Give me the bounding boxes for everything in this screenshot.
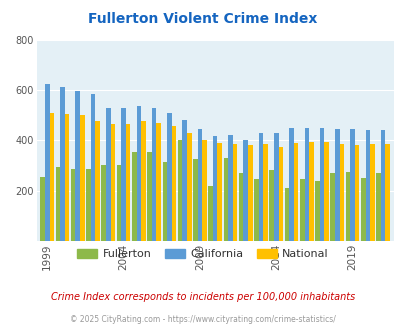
- Bar: [360, 178, 364, 241]
- Bar: [364, 130, 369, 241]
- Bar: [71, 169, 75, 241]
- Bar: [197, 129, 202, 241]
- Bar: [186, 133, 191, 241]
- Bar: [141, 121, 145, 241]
- Bar: [60, 87, 65, 241]
- Bar: [65, 114, 69, 241]
- Bar: [110, 124, 115, 241]
- Bar: [217, 143, 222, 241]
- Bar: [273, 133, 278, 241]
- Bar: [45, 84, 49, 241]
- Bar: [212, 137, 217, 241]
- Bar: [49, 113, 54, 241]
- Bar: [319, 128, 324, 241]
- Bar: [202, 140, 206, 241]
- Bar: [247, 145, 252, 241]
- Bar: [369, 144, 374, 241]
- Bar: [278, 147, 282, 241]
- Bar: [177, 140, 182, 241]
- Bar: [106, 108, 110, 241]
- Bar: [380, 130, 384, 241]
- Bar: [228, 135, 232, 241]
- Bar: [299, 179, 304, 241]
- Bar: [232, 144, 237, 241]
- Bar: [330, 173, 334, 241]
- Bar: [354, 145, 358, 241]
- Bar: [304, 128, 308, 241]
- Bar: [308, 142, 313, 241]
- Bar: [262, 144, 267, 241]
- Bar: [324, 142, 328, 241]
- Bar: [339, 144, 343, 241]
- Text: © 2025 CityRating.com - https://www.cityrating.com/crime-statistics/: © 2025 CityRating.com - https://www.city…: [70, 315, 335, 324]
- Bar: [384, 144, 389, 241]
- Bar: [288, 128, 293, 241]
- Bar: [350, 129, 354, 241]
- Bar: [192, 159, 197, 241]
- Bar: [116, 165, 121, 241]
- Bar: [334, 129, 339, 241]
- Bar: [86, 169, 91, 241]
- Bar: [254, 179, 258, 241]
- Bar: [147, 151, 151, 241]
- Bar: [126, 124, 130, 241]
- Bar: [314, 181, 319, 241]
- Bar: [80, 115, 84, 241]
- Bar: [151, 108, 156, 241]
- Bar: [293, 143, 298, 241]
- Bar: [375, 173, 380, 241]
- Bar: [284, 188, 288, 241]
- Bar: [101, 165, 106, 241]
- Legend: Fullerton, California, National: Fullerton, California, National: [72, 244, 333, 263]
- Bar: [243, 140, 247, 241]
- Bar: [55, 167, 60, 241]
- Bar: [136, 106, 141, 241]
- Bar: [132, 152, 136, 241]
- Bar: [156, 123, 160, 241]
- Text: Fullerton Violent Crime Index: Fullerton Violent Crime Index: [88, 12, 317, 25]
- Bar: [167, 113, 171, 241]
- Bar: [345, 172, 350, 241]
- Bar: [238, 173, 243, 241]
- Bar: [91, 94, 95, 241]
- Bar: [223, 158, 228, 241]
- Bar: [121, 108, 126, 241]
- Bar: [40, 177, 45, 241]
- Text: Crime Index corresponds to incidents per 100,000 inhabitants: Crime Index corresponds to incidents per…: [51, 292, 354, 302]
- Bar: [162, 162, 167, 241]
- Bar: [258, 133, 262, 241]
- Bar: [208, 185, 212, 241]
- Bar: [75, 91, 80, 241]
- Bar: [182, 120, 186, 241]
- Bar: [171, 126, 176, 241]
- Bar: [95, 121, 100, 241]
- Bar: [269, 170, 273, 241]
